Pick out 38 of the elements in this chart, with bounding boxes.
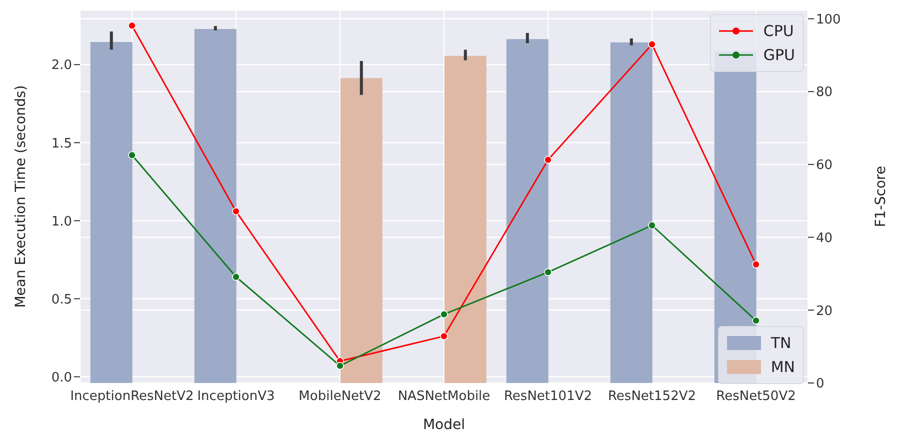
point	[648, 40, 656, 48]
legend-label: MN	[770, 358, 795, 376]
x-tick-label: InceptionResNetV2	[70, 389, 194, 404]
y2-tick-label: 80	[816, 85, 833, 100]
y-tick-label: 1.5	[51, 136, 72, 152]
point	[128, 22, 136, 30]
x-tick-label: NASNetMobile	[398, 389, 490, 404]
point	[336, 362, 344, 370]
point	[648, 221, 656, 230]
x-tick-label: MobileNetV2	[298, 389, 382, 404]
point	[752, 260, 760, 268]
point	[232, 272, 240, 281]
y-tick-label: 0.0	[51, 370, 72, 386]
y2-tick-label: 20	[816, 304, 833, 319]
y2-tick-label: 40	[816, 230, 833, 246]
x-tick-label: ResNet50V2	[716, 389, 796, 404]
x-axis-title: Model	[422, 417, 466, 433]
point	[128, 151, 136, 160]
point	[752, 316, 760, 324]
y-tick-label: 1.0	[51, 214, 72, 230]
point	[232, 207, 240, 216]
y-tick-label: 2.0	[51, 58, 72, 74]
y2-tick-label: 0	[816, 376, 824, 392]
x-tick-label: ResNet152V2	[608, 389, 696, 404]
y2-tick-label: 100	[816, 12, 841, 28]
x-tick-label: ResNet101V2	[504, 389, 592, 404]
point	[440, 310, 448, 318]
legend-label: CPU	[763, 22, 794, 40]
y-tick-label: 0.5	[51, 292, 72, 308]
y-axis-title: Mean Execution Time (seconds)	[12, 85, 29, 308]
point	[544, 156, 552, 164]
y2-tick-label: 60	[816, 158, 833, 174]
x-tick-label: InceptionV3	[197, 389, 275, 404]
legend-label: GPU	[763, 46, 795, 64]
point	[440, 332, 448, 340]
y2-axis-title: F1-Score	[872, 166, 889, 228]
point	[544, 268, 552, 276]
legend-label: TN	[770, 334, 792, 352]
